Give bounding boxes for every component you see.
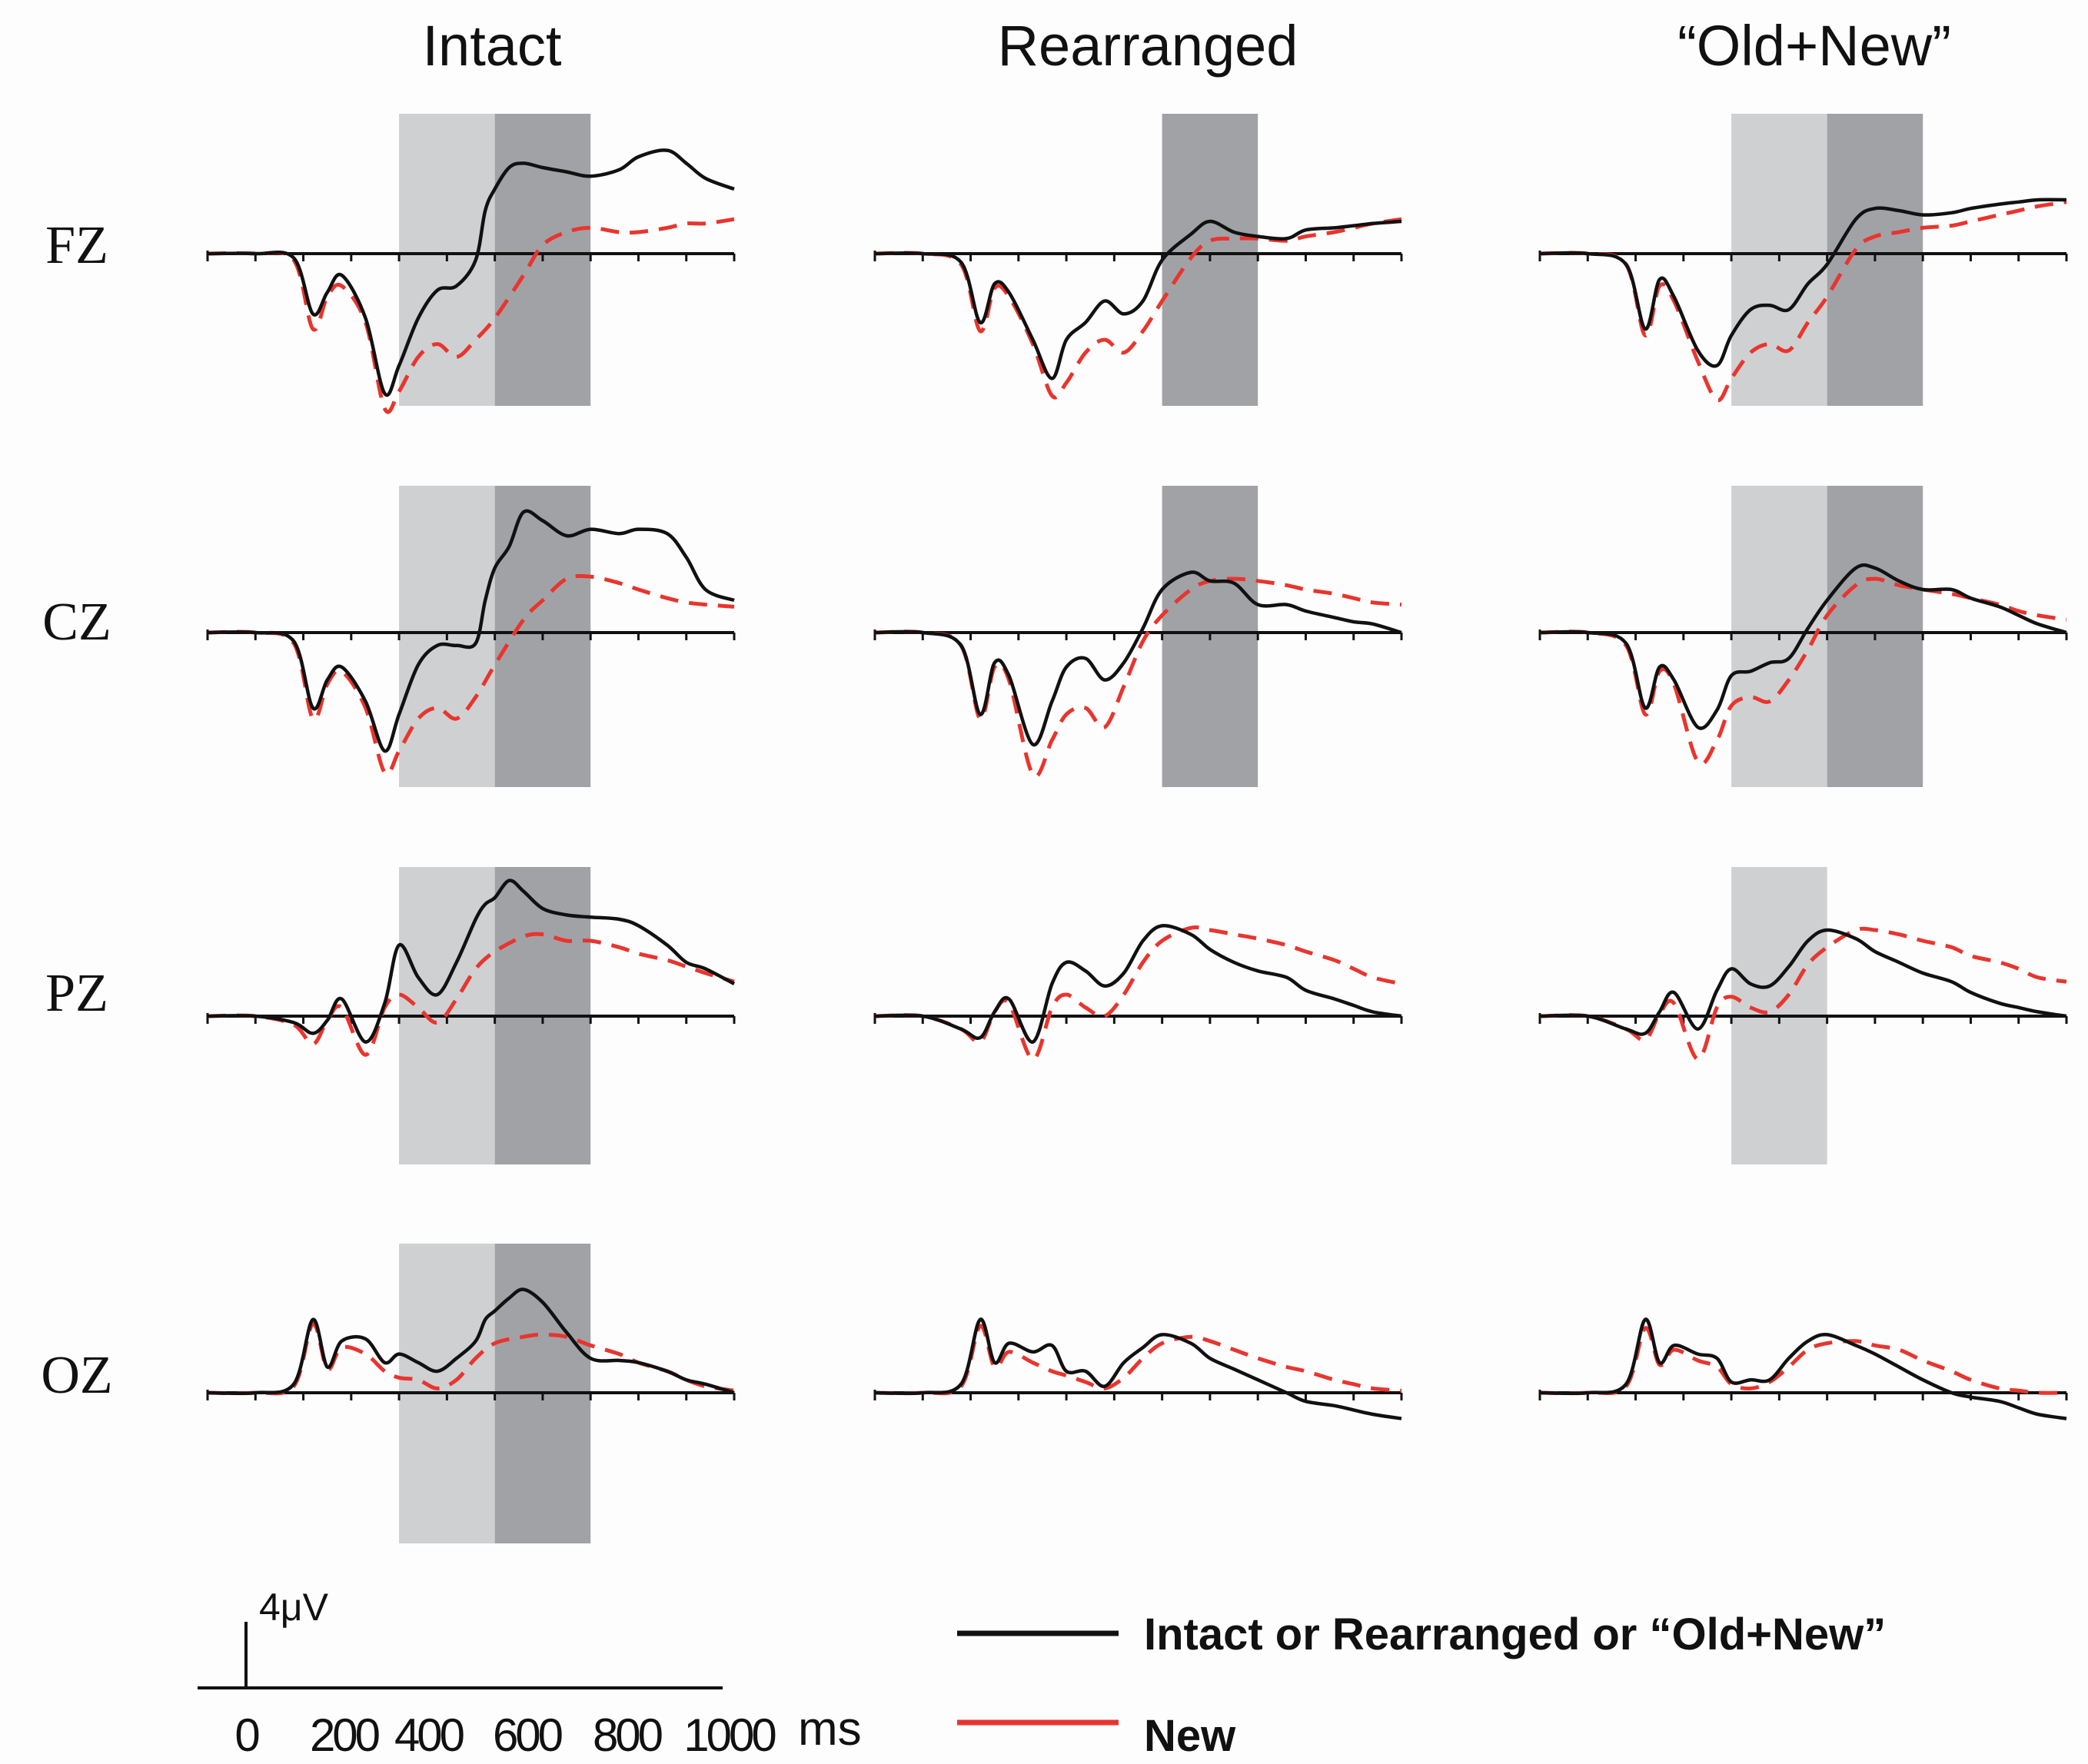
panels: [206, 114, 2068, 1543]
panel-old-new-fz: [1538, 114, 2068, 406]
waveform-condition-old-new-fz: [1539, 198, 2067, 368]
panel-intact-cz: [206, 486, 736, 787]
panel-rearranged-fz: [873, 114, 1403, 406]
scale-bar-amplitude-label: 4μV: [259, 1586, 329, 1629]
waveform-new-rearranged-oz: [874, 1324, 1402, 1396]
waveform-condition-old-new-cz: [1539, 563, 2067, 730]
waveform-condition-intact-fz: [207, 148, 735, 397]
waveform-condition-rearranged-oz: [874, 1317, 1402, 1420]
panel-intact-oz: [206, 1244, 736, 1543]
waveform-condition-intact-oz: [207, 1287, 735, 1396]
waveform-condition-rearranged-pz: [874, 924, 1402, 1044]
waveform-new-intact-cz: [207, 573, 735, 776]
waveform-new-rearranged-pz: [874, 925, 1402, 1061]
waveform-condition-old-new-oz: [1539, 1317, 2067, 1420]
waveform-new-rearranged-cz: [874, 576, 1402, 779]
row-label-cz: CZ: [42, 593, 111, 652]
legend: Intact or Rearranged or “Old+New” New: [957, 1610, 1886, 1761]
panel-rearranged-cz: [873, 486, 1403, 787]
waveform-condition-old-new-pz: [1539, 928, 2067, 1036]
waveform-condition-rearranged-cz: [874, 570, 1402, 746]
panel-old-new-oz: [1538, 1317, 2068, 1420]
column-title-rearranged: Rearranged: [998, 14, 1298, 78]
waveform-condition-intact-pz: [207, 879, 736, 1044]
waveform-new-intact-pz: [207, 932, 735, 1057]
panel-old-new-cz: [1538, 486, 2068, 787]
waveform-condition-intact-cz: [207, 509, 735, 753]
panel-old-new-pz: [1538, 867, 2068, 1164]
scale-tick-0: 0: [234, 1709, 259, 1761]
waveform-condition-rearranged-fz: [874, 219, 1402, 380]
waveform-new-intact-fz: [207, 217, 735, 414]
legend-label-condition: Intact or Rearranged or “Old+New”: [1144, 1610, 1886, 1659]
scale-tick-400: 400: [394, 1709, 464, 1761]
panel-rearranged-oz: [873, 1317, 1403, 1420]
waveform-new-old-new-oz: [1539, 1326, 2067, 1396]
row-label-oz: OZ: [41, 1346, 112, 1405]
scale-tick-200: 200: [310, 1709, 380, 1761]
panel-intact-pz: [206, 867, 736, 1164]
column-title-intact: Intact: [423, 14, 562, 78]
panel-rearranged-pz: [873, 924, 1403, 1061]
panel-intact-fz: [206, 114, 736, 414]
scale-tick-1000: 1000: [683, 1709, 776, 1761]
row-label-fz: FZ: [45, 216, 108, 275]
legend-label-new: New: [1144, 1711, 1236, 1761]
column-title-old-new: “Old+New”: [1677, 14, 1951, 78]
waveform-new-old-new-fz: [1539, 200, 2067, 403]
scale-bar: 4μV 0 200 400 600 800 1000 ms: [198, 1586, 862, 1761]
scale-tick-800: 800: [593, 1709, 663, 1761]
row-label-pz: PZ: [45, 964, 108, 1023]
scale-unit-label: ms: [798, 1703, 862, 1756]
scale-tick-600: 600: [493, 1709, 563, 1761]
